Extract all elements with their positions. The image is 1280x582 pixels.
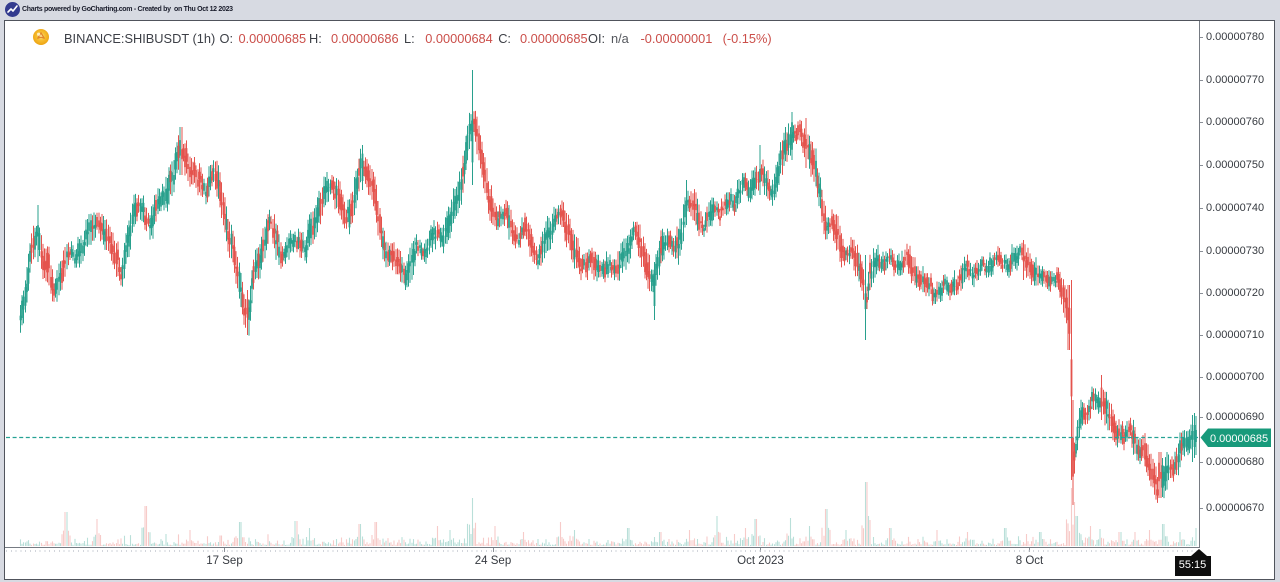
svg-text:0.00000685: 0.00000685 [1210, 433, 1268, 445]
